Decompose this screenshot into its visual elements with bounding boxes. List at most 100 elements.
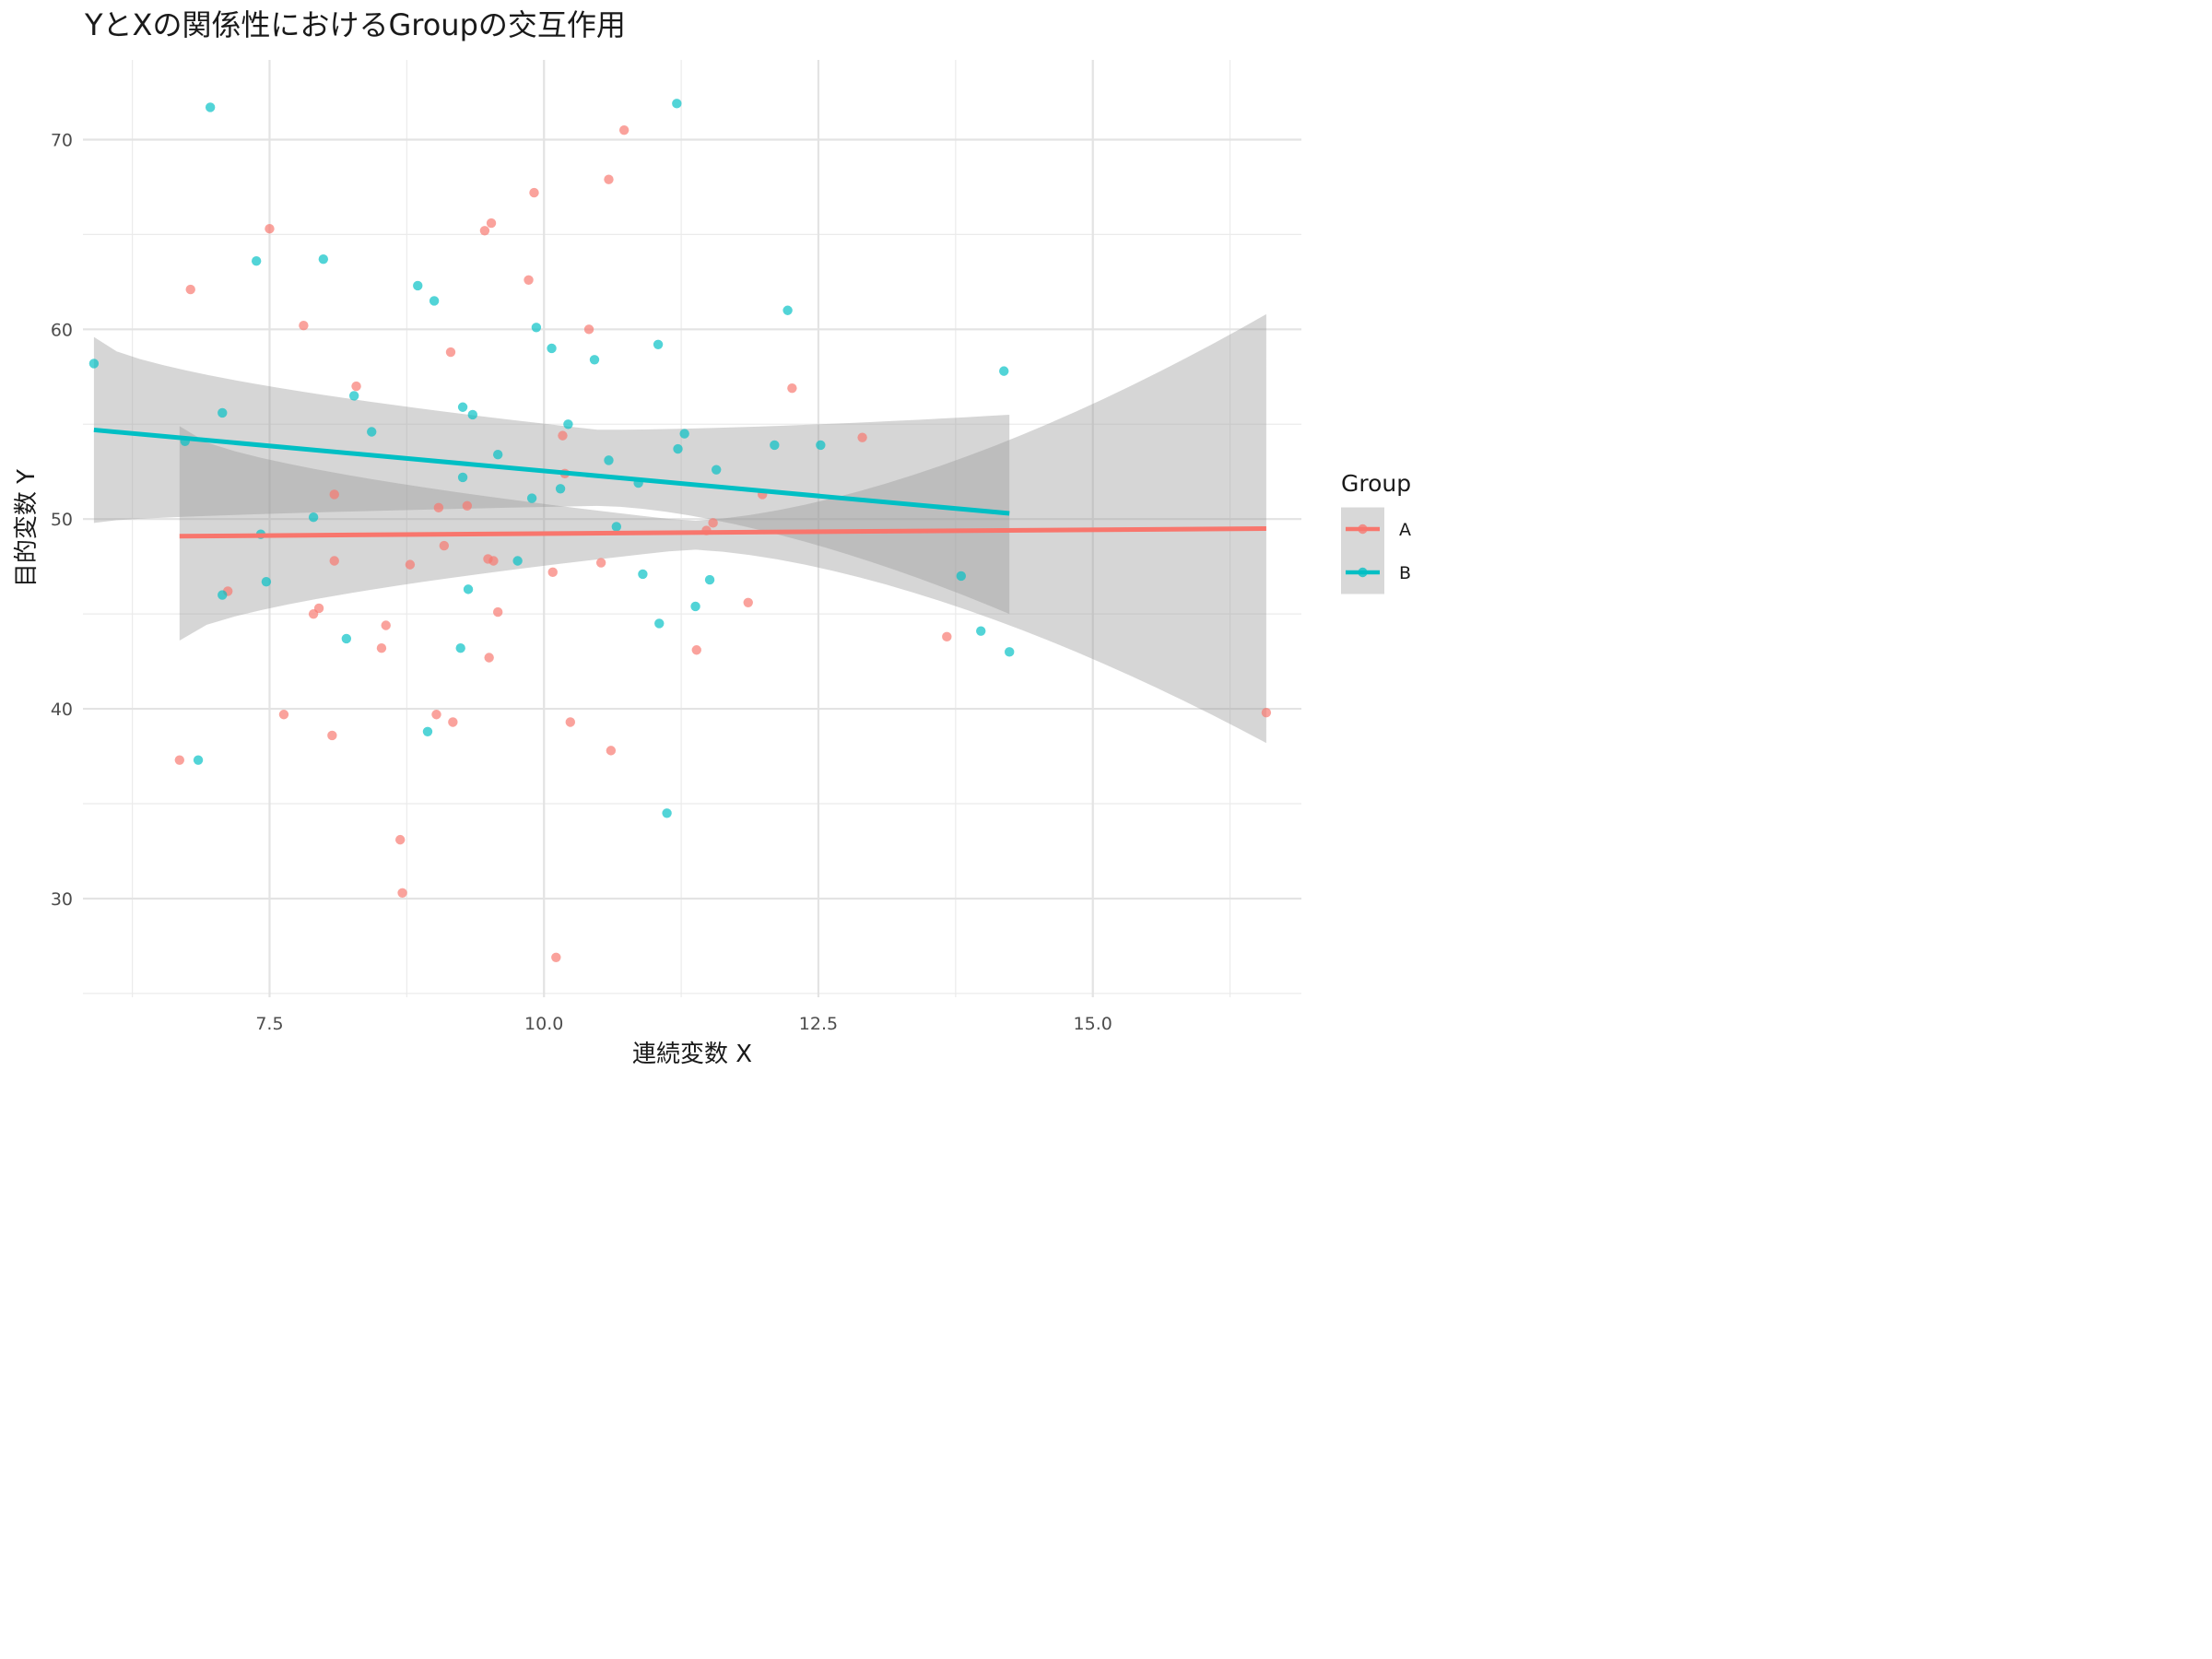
- data-point-A: [431, 710, 441, 720]
- y-tick-label: 40: [51, 700, 73, 720]
- data-point-A: [708, 518, 718, 528]
- data-point-B: [712, 465, 722, 475]
- data-point-A: [313, 603, 324, 614]
- data-point-B: [88, 359, 100, 369]
- data-point-B: [318, 253, 329, 265]
- data-point-B: [457, 472, 468, 483]
- y-axis-label: 目的変数 Y: [13, 469, 41, 587]
- data-point-A: [448, 717, 458, 727]
- data-point-A: [618, 124, 629, 135]
- data-point-B: [457, 402, 468, 412]
- chart-figure: YとXの関係性におけるGroupの交互作用 7.5 10.0 12.5 15.0 30…: [13, 7, 1411, 1068]
- data-point-B: [555, 484, 566, 494]
- data-point-A: [351, 381, 361, 392]
- data-point-A: [942, 631, 952, 642]
- fit-line-A: [179, 526, 1266, 539]
- data-point-B: [218, 407, 228, 418]
- data-point-A: [185, 284, 195, 295]
- data-point-B: [976, 626, 986, 636]
- data-point-A: [439, 540, 450, 551]
- data-point-A: [278, 710, 289, 720]
- confidence-band-A: [179, 313, 1266, 744]
- data-point-A: [606, 746, 617, 756]
- chart-title: YとXの関係性におけるGroupの交互作用: [84, 7, 626, 42]
- data-point-B: [956, 571, 966, 582]
- data-point-B: [429, 296, 440, 306]
- legend-title: Group: [1341, 470, 1411, 497]
- fit-line-B: [93, 427, 1010, 516]
- data-point-B: [205, 102, 216, 112]
- data-point-A: [484, 653, 494, 663]
- data-point-B: [816, 440, 826, 451]
- y-tick-label: 70: [51, 130, 73, 150]
- data-point-B: [679, 429, 689, 439]
- legend-label-A: A: [1399, 520, 1411, 540]
- data-point-A: [394, 834, 406, 845]
- data-point-A: [743, 597, 753, 607]
- legend-key-point-A: [1358, 524, 1368, 535]
- data-point-B: [193, 755, 204, 765]
- data-point-A: [524, 275, 534, 286]
- data-point-A: [329, 489, 339, 500]
- x-tick-label: 12.5: [799, 1014, 838, 1034]
- data-point-B: [638, 569, 648, 580]
- data-point-A: [381, 620, 391, 630]
- x-tick-label: 7.5: [255, 1014, 283, 1034]
- data-point-A: [558, 430, 568, 441]
- data-point-A: [691, 645, 701, 655]
- data-point-B: [662, 808, 672, 818]
- data-point-B: [251, 256, 262, 266]
- data-point-B: [512, 556, 523, 566]
- data-point-B: [492, 450, 503, 460]
- data-point-A: [1261, 707, 1272, 718]
- data-point-B: [531, 323, 542, 333]
- data-point-B: [770, 440, 780, 451]
- data-point-A: [445, 347, 456, 358]
- data-point-B: [218, 590, 228, 600]
- data-point-B: [413, 280, 423, 291]
- legend-key-point-B: [1358, 567, 1368, 578]
- data-point-B: [467, 409, 478, 420]
- legend: Group A B: [1341, 470, 1411, 594]
- data-point-B: [604, 455, 614, 465]
- y-tick-label: 30: [51, 889, 73, 910]
- confidence-bands: [93, 313, 1266, 744]
- data-point-A: [397, 888, 407, 898]
- confidence-band-B: [93, 336, 1010, 615]
- data-point-B: [547, 343, 557, 354]
- data-point-A: [433, 502, 444, 513]
- data-point-A: [327, 730, 337, 741]
- data-point-A: [551, 952, 561, 962]
- data-point-B: [308, 512, 319, 523]
- data-point-A: [486, 218, 497, 229]
- data-point-A: [604, 174, 614, 184]
- data-point-A: [405, 559, 416, 570]
- data-point-A: [329, 556, 339, 566]
- data-point-B: [348, 391, 359, 401]
- data-point-B: [526, 493, 537, 503]
- y-tick-labels: 30 40 50 60 70: [51, 130, 73, 909]
- data-point-A: [376, 642, 387, 653]
- data-point-B: [589, 355, 600, 365]
- data-point-B: [673, 443, 683, 454]
- x-tick-label: 10.0: [524, 1014, 563, 1034]
- data-point-A: [547, 567, 558, 578]
- fit-lines: [93, 427, 1266, 539]
- data-point-B: [653, 339, 664, 350]
- data-point-B: [261, 576, 272, 587]
- data-point-A: [787, 382, 797, 394]
- data-point-A: [595, 558, 606, 568]
- data-point-B: [563, 419, 573, 429]
- minor-gridlines: [83, 60, 1301, 997]
- data-point-B: [611, 522, 622, 532]
- data-point-B: [999, 366, 1009, 376]
- data-point-B: [367, 427, 377, 437]
- data-point-B: [455, 642, 465, 653]
- x-tick-labels: 7.5 10.0 12.5 15.0: [255, 1014, 1112, 1034]
- legend-label-B: B: [1399, 563, 1411, 583]
- x-axis-label: 連続変数 X: [632, 1041, 752, 1068]
- data-point-B: [463, 584, 474, 594]
- x-tick-label: 15.0: [1074, 1014, 1112, 1034]
- data-point-A: [265, 224, 275, 234]
- data-point-A: [299, 321, 309, 331]
